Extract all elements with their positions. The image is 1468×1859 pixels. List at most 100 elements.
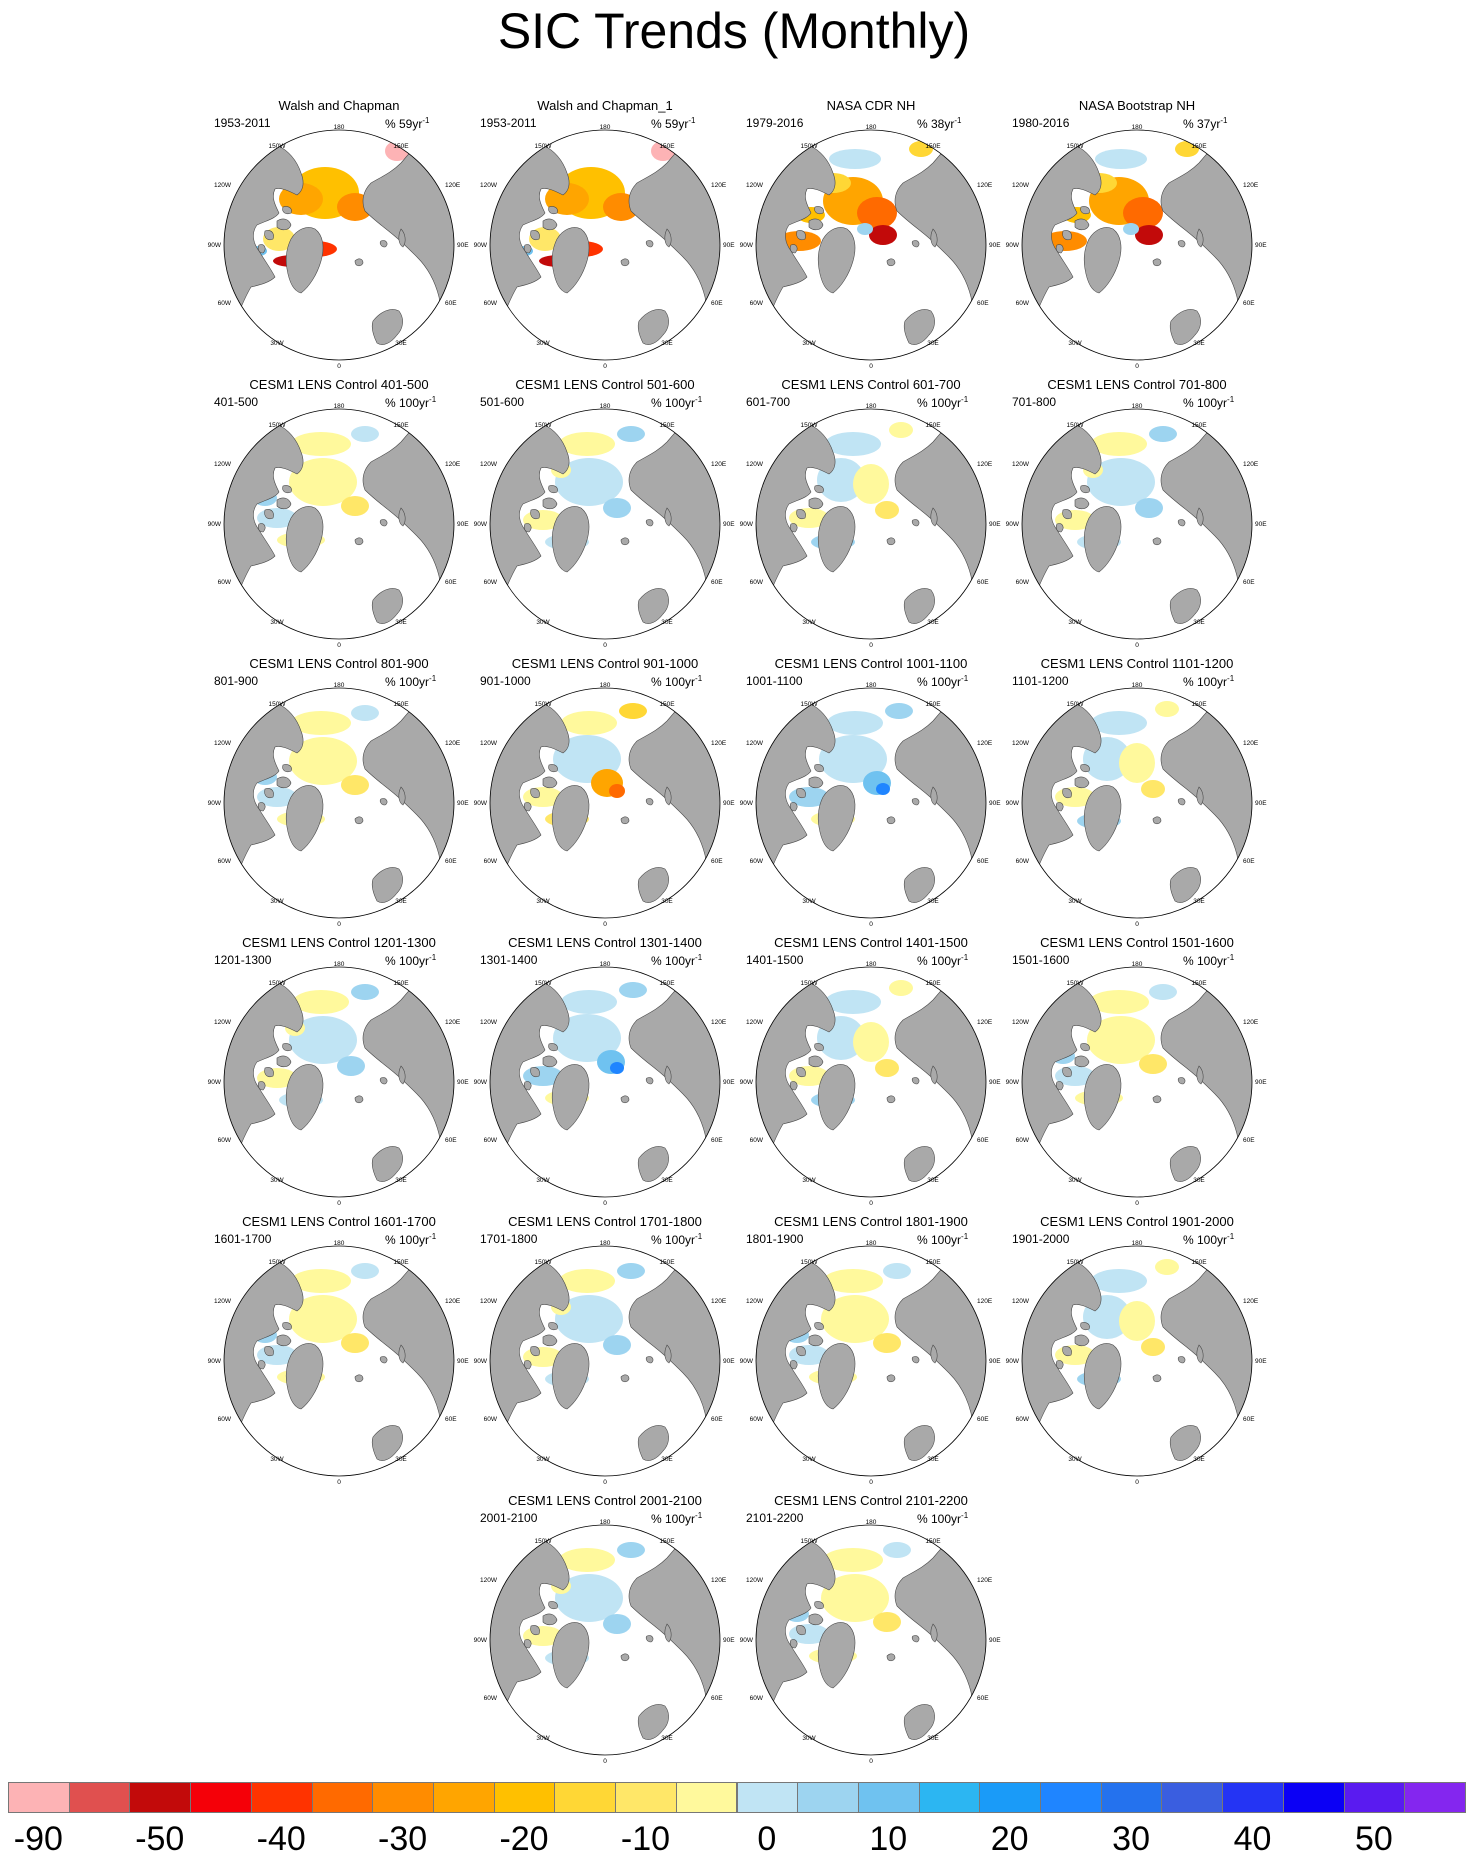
trend-patch <box>603 1614 631 1634</box>
polar-map: 180 150E 120E 90E 60E 30E 0 30W 60W 90W 120W 150W <box>740 1240 1002 1486</box>
land <box>1152 816 1162 825</box>
land <box>1152 258 1162 267</box>
longitude-tick-label: 60W <box>484 1416 498 1423</box>
land <box>1055 523 1064 533</box>
longitude-tick-label: 120W <box>1012 1019 1030 1026</box>
longitude-tick-label: 30E <box>1193 1456 1205 1463</box>
trend-patch <box>1095 149 1147 169</box>
longitude-tick-label: 60E <box>711 1137 723 1144</box>
land <box>551 1622 590 1689</box>
longitude-tick-label: 90W <box>474 1358 488 1365</box>
longitude-tick-label: 30W <box>270 898 284 905</box>
land <box>620 816 630 825</box>
colorbar-tick-label: 20 <box>990 1820 1029 1858</box>
longitude-tick-label: 150E <box>393 1259 409 1266</box>
longitude-tick-label: 30E <box>927 619 939 626</box>
panel-units-label: % 100yr-1 <box>917 1232 969 1247</box>
land <box>1062 788 1072 799</box>
trend-patch <box>1135 225 1163 245</box>
longitude-tick-label: 180 <box>334 961 345 968</box>
trend-patch <box>293 990 349 1014</box>
land <box>398 1344 406 1364</box>
map-border <box>223 1245 455 1477</box>
longitude-tick-label: 60W <box>1016 858 1030 865</box>
panel-period-label: 1979-2016 <box>746 116 804 130</box>
land <box>620 1653 630 1662</box>
longitude-tick-label: 60W <box>750 1416 764 1423</box>
map-panel: CESM1 LENS Control 501-600 501-600 % 100yr… <box>471 377 739 649</box>
longitude-tick-label: 150W <box>269 143 287 150</box>
longitude-tick-label: 150W <box>1067 143 1085 150</box>
map-border <box>755 408 987 640</box>
longitude-tick-label: 90W <box>208 242 222 249</box>
panel-units-label: % 100yr-1 <box>1183 674 1235 689</box>
land <box>796 1346 806 1357</box>
longitude-tick-label: 150W <box>269 980 287 987</box>
trend-patch <box>853 464 889 504</box>
trend-patch <box>889 422 913 438</box>
longitude-tick-label: 30E <box>395 1177 407 1184</box>
land <box>637 1425 669 1461</box>
longitude-tick-label: 90E <box>457 800 469 807</box>
map-border <box>489 408 721 640</box>
trend-patch <box>821 1574 889 1622</box>
land <box>789 244 798 254</box>
land <box>398 507 406 527</box>
land <box>814 1043 824 1052</box>
longitude-tick-label: 30W <box>536 1177 550 1184</box>
panel-period-label: 501-600 <box>480 395 525 409</box>
land <box>398 1065 406 1085</box>
longitude-tick-label: 60E <box>1243 1137 1255 1144</box>
longitude-tick-label: 60E <box>445 579 457 586</box>
panel-units-label: % 100yr-1 <box>651 1511 703 1526</box>
panel-units-label: % 38yr-1 <box>917 116 962 131</box>
colorbar-cell <box>675 1782 738 1813</box>
longitude-tick-label: 90W <box>474 521 488 528</box>
colorbar-cell <box>190 1782 252 1813</box>
longitude-tick-label: 30E <box>395 619 407 626</box>
land <box>664 1344 672 1364</box>
land <box>264 788 274 799</box>
colorbar-cell <box>250 1782 313 1813</box>
land <box>285 1064 324 1131</box>
land <box>371 588 403 624</box>
land <box>1055 1081 1064 1091</box>
longitude-tick-label: 120E <box>977 1019 993 1026</box>
longitude-tick-label: 60W <box>750 579 764 586</box>
land <box>903 867 935 903</box>
land <box>808 497 824 510</box>
longitude-tick-label: 150W <box>1067 1259 1085 1266</box>
map-panel: CESM1 LENS Control 1601-1700 1601-1700 % 1… <box>205 1214 473 1486</box>
longitude-tick-label: 150E <box>1191 701 1207 708</box>
map-panel: CESM1 LENS Control 801-900 801-900 % 100yr… <box>205 656 473 928</box>
longitude-tick-label: 150E <box>1191 1259 1207 1266</box>
colorbar-tick-label: 10 <box>869 1820 908 1858</box>
land <box>1055 802 1064 812</box>
longitude-tick-label: 90E <box>723 521 735 528</box>
land <box>1062 509 1072 520</box>
longitude-tick-label: 30W <box>270 340 284 347</box>
colorbar-tick-label: 50 <box>1355 1820 1393 1858</box>
land <box>814 1601 824 1610</box>
longitude-tick-label: 180 <box>1132 403 1143 410</box>
land <box>886 1095 896 1104</box>
longitude-tick-label: 180 <box>334 1240 345 1247</box>
land <box>371 309 403 345</box>
land <box>285 227 324 294</box>
trend-patch <box>825 432 881 456</box>
trend-patch <box>289 737 357 785</box>
longitude-tick-label: 150W <box>801 1259 819 1266</box>
trend-patch <box>1135 498 1163 518</box>
longitude-tick-label: 0 <box>603 642 607 649</box>
trend-patch <box>561 990 617 1014</box>
map-border <box>489 1524 721 1756</box>
longitude-tick-label: 120E <box>977 461 993 468</box>
longitude-tick-label: 180 <box>1132 961 1143 968</box>
panel-units-label: % 100yr-1 <box>1183 1232 1235 1247</box>
land <box>637 1704 669 1740</box>
land <box>542 497 558 510</box>
longitude-tick-label: 30E <box>927 1456 939 1463</box>
colorbar-cell <box>554 1782 617 1813</box>
panel-period-label: 1201-1300 <box>214 953 272 967</box>
longitude-tick-label: 60W <box>218 579 232 586</box>
